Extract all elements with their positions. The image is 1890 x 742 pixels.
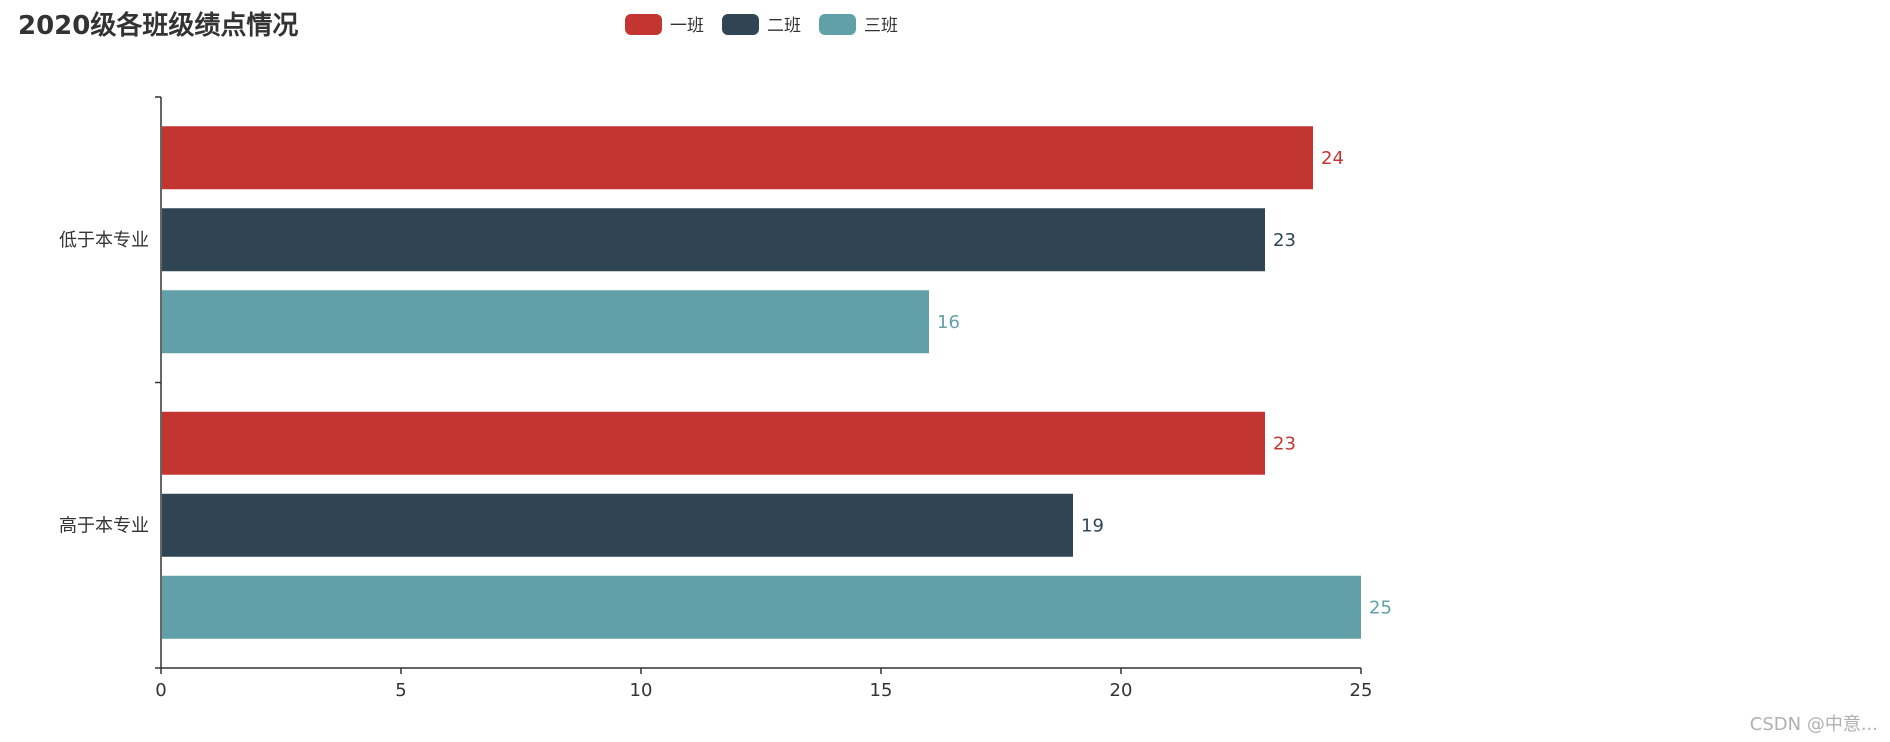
legend-label: 一班 (670, 16, 704, 36)
watermark: CSDN @中意... (1750, 714, 1878, 735)
data-label: 24 (1321, 148, 1344, 169)
data-label: 25 (1369, 597, 1392, 618)
legend-swatch (819, 14, 856, 35)
x-tick-label: 5 (395, 680, 406, 701)
legend-swatch (625, 14, 662, 35)
data-label: 23 (1273, 433, 1296, 454)
data-label: 16 (937, 312, 960, 333)
data-label: 23 (1273, 230, 1296, 251)
y-category-label: 高于本专业 (59, 515, 149, 536)
bar-1-1[interactable] (162, 126, 1313, 190)
bar-2-1[interactable] (162, 208, 1265, 272)
bar-1-2[interactable] (162, 411, 1265, 475)
y-category-label: 低于本专业 (59, 230, 149, 251)
x-tick-label: 20 (1110, 680, 1133, 701)
legend-label: 三班 (864, 16, 898, 36)
x-tick-label: 10 (630, 680, 653, 701)
legend-item-2[interactable]: 二班 (722, 14, 801, 36)
bar-3-2[interactable] (162, 575, 1361, 639)
chart-title: 2020级各班级绩点情况 (18, 10, 298, 41)
legend-item-3[interactable]: 三班 (819, 14, 898, 36)
x-tick-label: 0 (155, 680, 166, 701)
x-tick-label: 25 (1350, 680, 1373, 701)
legend-swatch (722, 14, 759, 35)
data-label: 19 (1081, 515, 1104, 536)
bar-2-2[interactable] (162, 493, 1073, 557)
x-tick-label: 15 (870, 680, 893, 701)
legend-item-1[interactable]: 一班 (625, 14, 704, 36)
legend: 一班 二班 三班 (625, 14, 898, 36)
bar-3-1[interactable] (162, 290, 929, 354)
legend-label: 二班 (767, 16, 801, 36)
bars: 24 23 16 23 19 25 (162, 126, 1392, 639)
